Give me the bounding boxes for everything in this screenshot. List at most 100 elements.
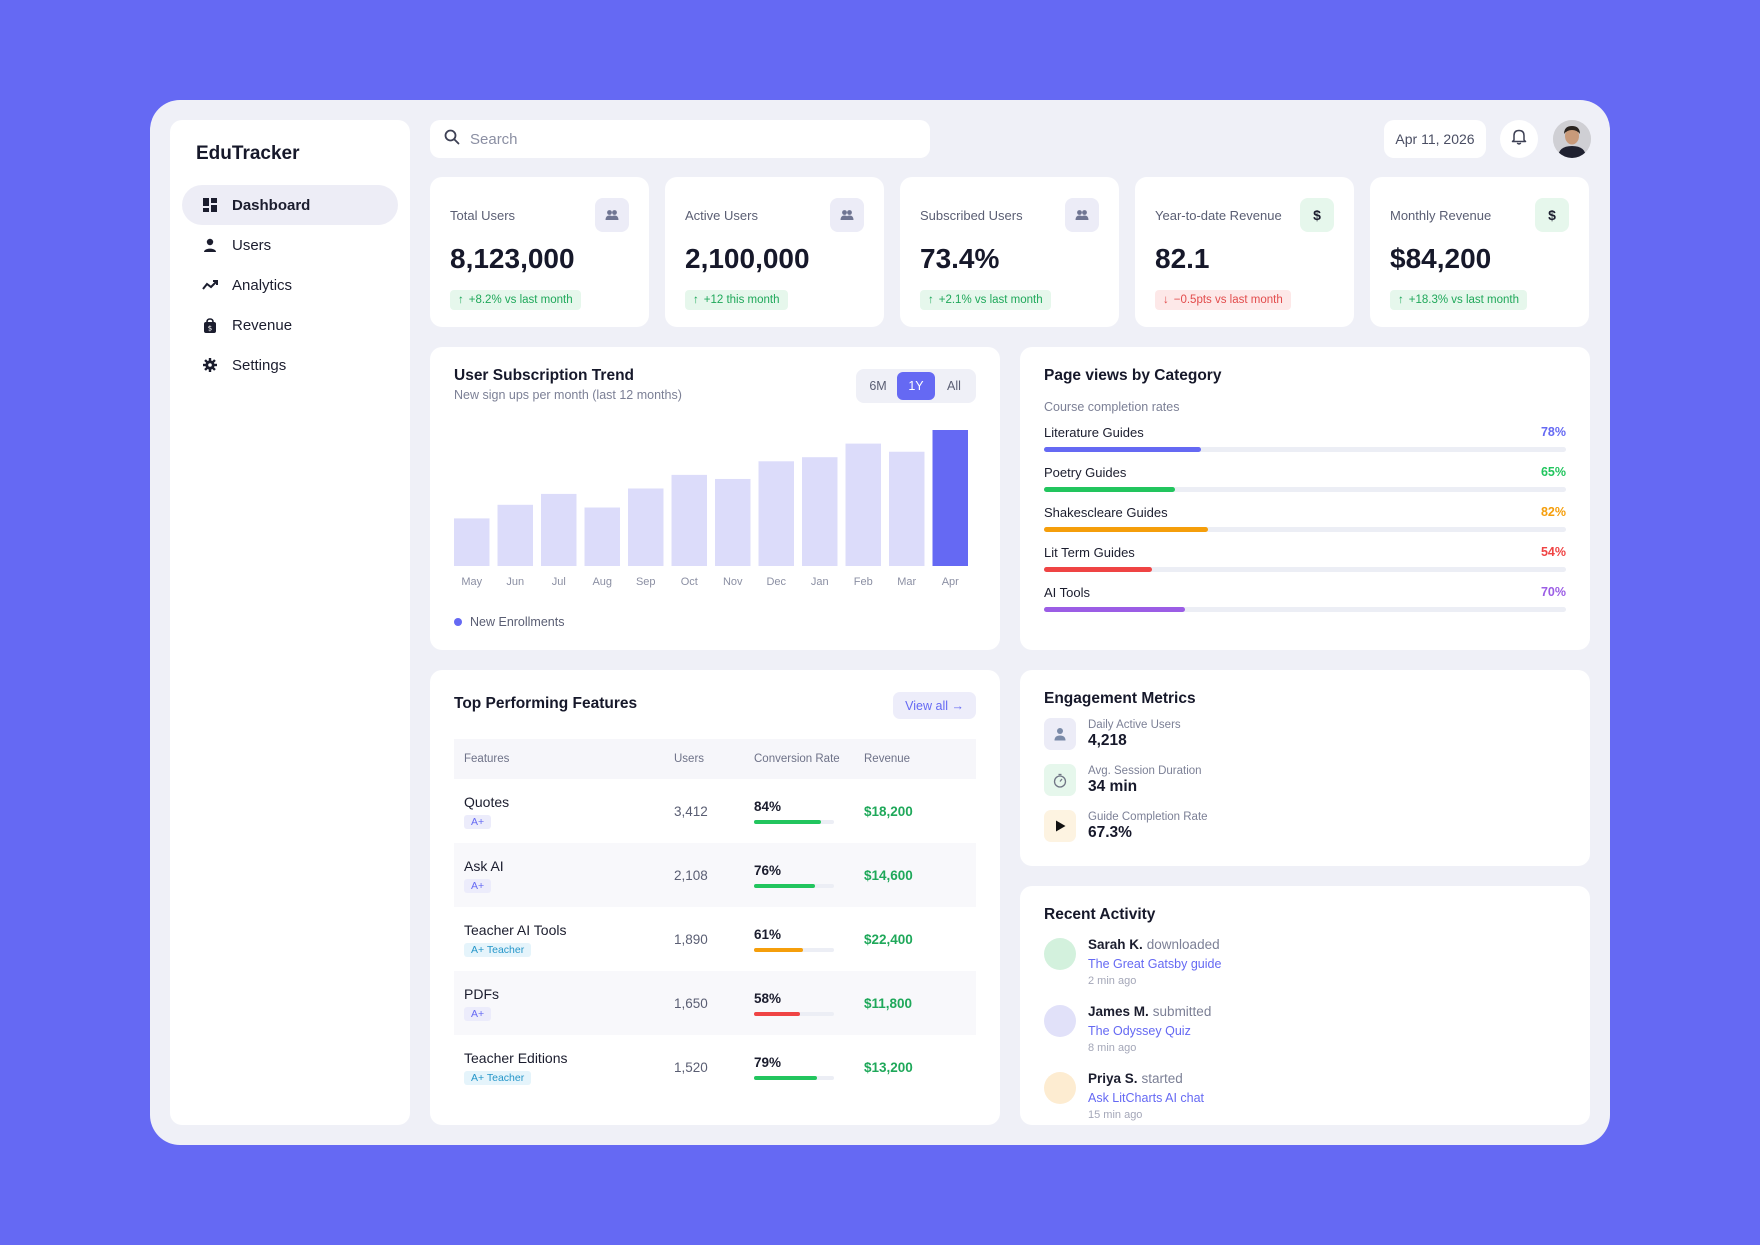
legend-label: New Enrollments — [470, 615, 565, 629]
engagement-title: Engagement Metrics — [1044, 690, 1196, 707]
kpi-delta-badge: ↑ +8.2% vs last month — [450, 290, 581, 310]
users-cell: 1,650 — [664, 971, 744, 1035]
feature-cell: Teacher AI Tools A+ Teacher — [454, 907, 664, 971]
engagement-card: Engagement Metrics Daily Active Users 4,… — [1020, 670, 1590, 866]
bar-nov[interactable] — [715, 478, 751, 566]
category-row: AI Tools 70% — [1044, 585, 1566, 612]
kpi-delta-badge: ↑ +12 this month — [685, 290, 788, 310]
bar-apr[interactable] — [932, 430, 969, 566]
activity-time: 15 min ago — [1088, 1109, 1143, 1121]
conversion-value: 79% — [754, 1054, 782, 1070]
activity-item: James M. submitted The Odyssey Quiz 8 min… — [1044, 1003, 1566, 1054]
category-row: Literature Guides 78% — [1044, 425, 1566, 452]
pageviews-card: Page views by Category Course completion… — [1020, 347, 1590, 650]
engagement-metric-row: Daily Active Users 4,218 — [1044, 718, 1566, 750]
activity-link[interactable]: The Odyssey Quiz — [1088, 1024, 1191, 1038]
column-header: Users — [664, 739, 744, 779]
kpi-delta-text: +2.1% vs last month — [938, 294, 1043, 306]
table-row[interactable]: Teacher Editions A+ Teacher 1,520 79% $13,20… — [454, 1035, 976, 1099]
notifications-button[interactable] — [1500, 120, 1538, 158]
bar-may[interactable] — [454, 518, 490, 566]
range-all-button[interactable]: All — [947, 379, 961, 393]
dashboard-icon — [202, 197, 218, 213]
x-tick-label: Aug — [592, 576, 612, 588]
table-row[interactable]: Ask AI A+ 2,108 76% $14,600 — [454, 843, 976, 907]
view-all-button[interactable]: View all → — [893, 692, 976, 719]
chart-title: User Subscription Trend — [454, 367, 635, 384]
users-icon — [1065, 198, 1099, 232]
category-label: Lit Term Guides — [1044, 545, 1135, 560]
users-cell: 3,412 — [674, 803, 708, 819]
user-avatar[interactable] — [1553, 120, 1591, 158]
plan-badge: A+ — [464, 1006, 492, 1021]
features-card: Top Performing Features View all → Featu… — [430, 670, 1000, 1125]
table-row[interactable]: Quotes A+ 3,412 84% $18,200 — [454, 779, 976, 843]
table-row[interactable]: Teacher AI Tools A+ Teacher 1,890 61% $22,40… — [454, 907, 976, 971]
bar-jan[interactable] — [802, 457, 838, 566]
progress-fill — [1044, 487, 1175, 492]
category-label: AI Tools — [1044, 585, 1091, 600]
bar-sep[interactable] — [628, 488, 664, 566]
bar-aug[interactable] — [584, 507, 621, 566]
users-cell: 1,890 — [674, 931, 708, 947]
activity-item: Priya S. started Ask LitCharts AI chat 15… — [1044, 1070, 1566, 1121]
conversion-track — [754, 819, 834, 824]
conversion-track — [754, 947, 834, 952]
bar-feb[interactable] — [845, 443, 882, 566]
users-icon — [595, 198, 629, 232]
activity-link[interactable]: The Great Gatsby guide — [1088, 957, 1222, 971]
search-bar[interactable] — [430, 120, 930, 158]
sidebar-item-dashboard[interactable]: Dashboard — [182, 185, 398, 225]
activity-user: James M. — [1088, 1004, 1149, 1019]
bar-mar[interactable] — [889, 451, 925, 566]
range-selector: 6M 1Y All — [856, 369, 976, 403]
sidebar-item-analytics[interactable]: Analytics — [182, 265, 398, 305]
feature-name: Teacher Editions — [464, 1049, 568, 1066]
metric-value: 67.3% — [1088, 823, 1132, 841]
activity-user: Sarah K. — [1088, 937, 1143, 952]
activity-link[interactable]: Ask LitCharts AI chat — [1088, 1091, 1205, 1105]
conversion-value: 61% — [754, 926, 782, 942]
x-tick-label: May — [461, 576, 482, 588]
category-label: Shakescleare Guides — [1044, 505, 1168, 520]
revenue-cell: $22,400 — [864, 931, 913, 947]
range-1y-button[interactable]: 1Y — [897, 372, 935, 400]
kpi-label: Total Users — [450, 208, 516, 223]
kpi-value: $84,200 — [1390, 243, 1492, 274]
sidebar-item-users[interactable]: Users — [182, 225, 398, 265]
feature-name: PDFs — [464, 985, 499, 1002]
bar-jun[interactable] — [497, 504, 534, 566]
sidebar-item-settings[interactable]: Settings — [182, 345, 398, 385]
brand-logo: EduTracker — [196, 143, 300, 164]
conversion-track — [754, 883, 834, 888]
bar-dec[interactable] — [758, 461, 795, 566]
activity-verb: submitted — [1152, 1004, 1212, 1019]
bar-jul[interactable] — [541, 493, 577, 566]
table-row[interactable]: PDFs A+ 1,650 58% $11,800 — [454, 971, 976, 1035]
activity-user: Priya S. — [1088, 1071, 1138, 1086]
range-6m-button[interactable]: 6M — [869, 379, 887, 393]
conversion-fill — [754, 1075, 818, 1080]
sidebar-item-label: Analytics — [232, 276, 293, 294]
arrow-down-icon: ↓ — [1163, 294, 1169, 306]
column-header: Features — [454, 739, 664, 779]
progress-track — [1044, 607, 1566, 612]
bar-oct[interactable] — [671, 474, 708, 566]
arrow-up-icon: ↑ — [928, 294, 934, 306]
kpi-card-subscribed-users: Subscribed Users 73.4% ↑ +2.1% vs last m… — [900, 177, 1119, 327]
app-window: EduTracker Dashboard Users Analytics $ R… — [150, 100, 1610, 1145]
activity-item: Sarah K. downloaded The Great Gatsby guid… — [1044, 936, 1566, 987]
revenue-cell: $11,800 — [854, 971, 976, 1035]
sidebar-item-revenue[interactable]: $ Revenue — [182, 305, 398, 345]
activity-time: 8 min ago — [1088, 1042, 1137, 1054]
category-label: Literature Guides — [1044, 425, 1144, 440]
arrow-up-icon: ↑ — [458, 294, 464, 306]
search-input[interactable] — [470, 130, 870, 148]
feature-cell: Ask AI A+ — [454, 843, 664, 907]
users-cell: 2,108 — [664, 843, 744, 907]
feature-name: Teacher AI Tools — [464, 921, 567, 938]
date-display[interactable]: Apr 11, 2026 — [1384, 120, 1486, 158]
activity-verb: downloaded — [1146, 937, 1220, 952]
column-header: Conversion Rate — [744, 739, 854, 779]
x-tick-label: Dec — [766, 576, 786, 588]
